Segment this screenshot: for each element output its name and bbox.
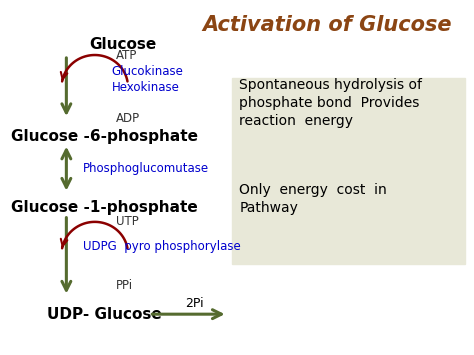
Text: 2Pi: 2Pi [185,297,204,310]
Text: Glucose -6-phosphate: Glucose -6-phosphate [11,129,198,144]
Text: Glucose: Glucose [90,37,157,52]
Text: PPi: PPi [116,279,133,292]
Text: Glucokinase
Hexokinase: Glucokinase Hexokinase [111,65,183,94]
Text: ADP: ADP [116,113,140,125]
Text: UDPG  pyro phosphorylase: UDPG pyro phosphorylase [83,240,241,253]
Text: Activation of Glucose: Activation of Glucose [202,15,452,35]
Text: UDP- Glucose: UDP- Glucose [47,307,162,322]
Text: Only  energy  cost  in
Pathway: Only energy cost in Pathway [239,182,387,215]
FancyBboxPatch shape [232,78,465,264]
Text: Spontaneous hydrolysis of
phosphate bond  Provides
reaction  energy: Spontaneous hydrolysis of phosphate bond… [239,77,422,129]
Text: Glucose -1-phosphate: Glucose -1-phosphate [11,200,198,215]
Text: Phosphoglucomutase: Phosphoglucomutase [83,162,209,175]
Text: UTP: UTP [116,215,139,228]
Text: ATP: ATP [116,49,137,61]
